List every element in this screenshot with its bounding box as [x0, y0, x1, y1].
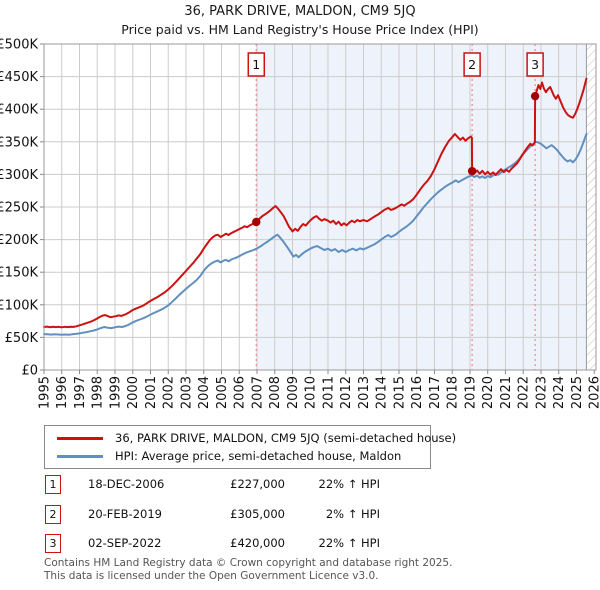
chart-legend: 36, PARK DRIVE, MALDON, CM9 5JQ (semi-de…	[44, 425, 456, 469]
sale-flag-box	[463, 52, 481, 77]
svg-text:2025: 2025	[570, 376, 585, 409]
svg-text:£300K: £300K	[0, 168, 38, 183]
svg-text:£250K: £250K	[0, 201, 38, 216]
sale-price: £420,000	[230, 536, 285, 550]
svg-text:£200K: £200K	[0, 233, 38, 248]
svg-text:2011: 2011	[321, 376, 336, 409]
sale-flag-box	[247, 52, 266, 77]
sale-flag-number: 3	[531, 57, 539, 72]
svg-text:2024: 2024	[552, 376, 567, 409]
svg-text:2017: 2017	[428, 376, 443, 409]
sale-flag-box	[526, 52, 544, 77]
svg-text:2004: 2004	[197, 376, 212, 409]
sale-date: 18-DEC-2006	[88, 477, 165, 491]
hpi-line-swatch	[57, 454, 103, 458]
svg-text:£100K: £100K	[0, 298, 38, 313]
svg-text:2016: 2016	[410, 376, 425, 409]
x-axis-labels: 1995 1996 1997 1998 1999 2000 2001 2002 2003 2004…	[38, 376, 600, 409]
property-price-series	[43, 77, 588, 329]
sale-hpi-delta: 22% ↑ HPI	[318, 477, 380, 491]
svg-text:2010: 2010	[304, 376, 319, 409]
legend-label: HPI: Average price, semi-detached house,…	[115, 449, 402, 463]
svg-text:£50K: £50K	[5, 331, 39, 346]
legend-label: 36, PARK DRIVE, MALDON, CM9 5JQ (semi-de…	[115, 431, 457, 445]
svg-text:2013: 2013	[357, 376, 372, 409]
property-line-swatch	[57, 436, 103, 440]
sale-date: 20-FEB-2019	[88, 507, 162, 521]
svg-text:2001: 2001	[144, 376, 159, 409]
y-axis-labels: £0 £50K £100K £150K £200K £250K £300K £350K £400…	[0, 38, 38, 379]
svg-text:2022: 2022	[517, 376, 532, 409]
svg-text:£350K: £350K	[0, 135, 38, 150]
svg-text:2026: 2026	[588, 376, 600, 409]
sale-price: £227,000	[230, 477, 285, 491]
svg-text:£150K: £150K	[0, 266, 38, 281]
footer-line: Contains HM Land Registry data © Crown c…	[44, 557, 453, 569]
svg-text:2018: 2018	[446, 376, 461, 409]
transaction-row: 2 20-FEB-2019 £305,000 2% ↑ HPI	[44, 505, 564, 525]
svg-text:2009: 2009	[286, 376, 301, 409]
svg-text:1997: 1997	[73, 376, 88, 409]
license-footer: Contains HM Land Registry data © Crown c…	[44, 557, 452, 582]
svg-text:2003: 2003	[179, 376, 194, 409]
sale-hpi-delta: 22% ↑ HPI	[318, 536, 380, 550]
transaction-row: 1 18-DEC-2006 £227,000 22% ↑ HPI	[44, 475, 564, 495]
sale-number-badge: 2	[45, 505, 61, 524]
svg-text:2019: 2019	[463, 376, 478, 409]
sale-point-dot	[252, 217, 261, 227]
svg-text:£500K: £500K	[0, 38, 38, 53]
legend-item-property: 36, PARK DRIVE, MALDON, CM9 5JQ (semi-de…	[51, 429, 456, 447]
sale-hpi-delta: 2% ↑ HPI	[325, 507, 380, 521]
transaction-row: 3 02-SEP-2022 £420,000 22% ↑ HPI	[44, 534, 564, 554]
sale-date: 02-SEP-2022	[88, 536, 162, 550]
svg-text:2014: 2014	[375, 376, 390, 409]
svg-text:£400K: £400K	[0, 103, 38, 118]
page-subtitle: Price paid vs. HM Land Registry's House …	[121, 22, 479, 37]
svg-text:2021: 2021	[499, 376, 514, 409]
svg-text:1998: 1998	[91, 376, 106, 409]
svg-text:2000: 2000	[126, 376, 141, 409]
svg-text:£450K: £450K	[0, 70, 38, 85]
svg-text:2020: 2020	[481, 376, 496, 409]
legend-item-hpi: HPI: Average price, semi-detached house,…	[51, 447, 424, 465]
future-hatched-region	[585, 43, 597, 371]
sale-flag-number: 2	[468, 57, 476, 72]
svg-text:£0: £0	[21, 364, 38, 379]
svg-text:1999: 1999	[108, 376, 123, 409]
sale-flag-number: 1	[252, 57, 260, 72]
plot-border	[43, 43, 597, 371]
svg-text:1995: 1995	[38, 376, 53, 409]
svg-text:2002: 2002	[162, 376, 177, 409]
sale-point-dot	[530, 91, 540, 101]
sale-point-dot	[467, 166, 477, 176]
page-title: 36, PARK DRIVE, MALDON, CM9 5JQ	[184, 4, 416, 19]
hpi-line-series	[43, 133, 588, 336]
svg-text:1996: 1996	[55, 376, 70, 409]
svg-text:2006: 2006	[233, 376, 248, 409]
svg-text:2005: 2005	[215, 376, 230, 409]
sale-number-badge: 3	[45, 534, 61, 553]
svg-text:2023: 2023	[534, 376, 549, 409]
footer-line: This data is licensed under the Open Gov…	[44, 569, 379, 582]
sale-price: £305,000	[230, 507, 285, 521]
svg-text:2007: 2007	[250, 376, 265, 409]
sale-number-badge: 1	[45, 475, 61, 494]
svg-text:2012: 2012	[339, 376, 354, 409]
gridlines	[40, 43, 596, 374]
svg-text:2008: 2008	[268, 376, 283, 409]
svg-text:2015: 2015	[392, 376, 407, 409]
